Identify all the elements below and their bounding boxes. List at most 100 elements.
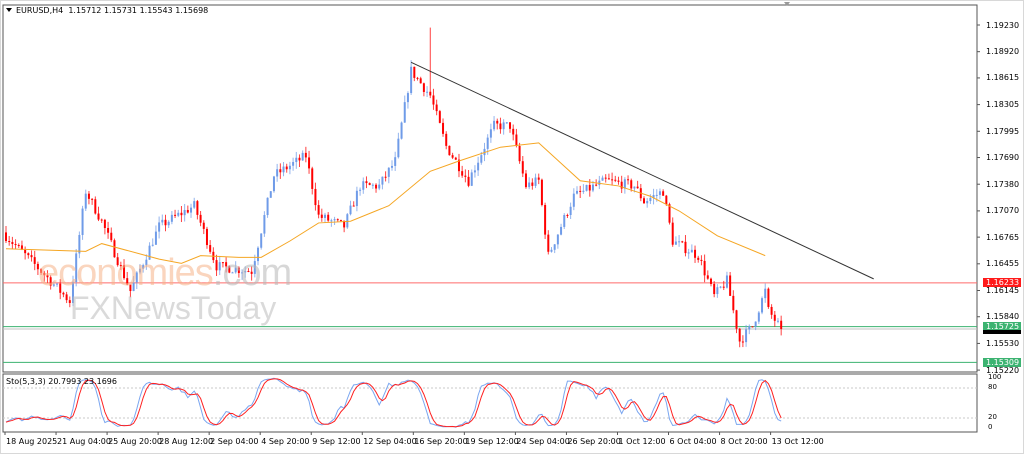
candle-body <box>8 241 11 243</box>
candle-body <box>611 179 614 181</box>
candle-body <box>438 111 441 123</box>
candle-body <box>126 278 129 285</box>
price-axis-label: 1.15840 <box>986 312 1020 322</box>
candle-body <box>330 220 333 222</box>
candle-body <box>665 195 668 205</box>
candle-body <box>378 184 381 189</box>
candle-body <box>257 247 260 262</box>
main-plot-area <box>2 4 978 373</box>
candle-body <box>422 83 425 92</box>
candle-body <box>202 222 205 229</box>
candle-body <box>228 266 231 273</box>
candle-body <box>237 267 240 274</box>
candle-body <box>480 155 483 163</box>
time-axis-label: 25 Aug 20:00 <box>108 437 163 446</box>
candle-body <box>617 180 620 182</box>
candle-body <box>595 184 598 186</box>
candle-body <box>738 328 741 342</box>
candle-body <box>324 214 326 218</box>
candle-body <box>346 214 349 228</box>
candle-body <box>509 122 512 129</box>
candle-body <box>713 283 716 295</box>
candle-body <box>741 341 744 343</box>
candle-body <box>553 244 556 250</box>
candle-body <box>320 214 323 218</box>
watermark-text-com: .com <box>212 252 292 294</box>
candle-body <box>390 165 393 168</box>
candle-body <box>678 241 681 243</box>
candle-body <box>406 93 409 103</box>
candle-body <box>416 77 419 79</box>
candle-body <box>87 193 90 199</box>
candle-body <box>381 176 384 185</box>
dropdown-triangle-icon[interactable] <box>6 8 12 12</box>
candle-body <box>221 262 224 264</box>
candle-body <box>138 268 141 273</box>
price-axis-label: 1.17380 <box>986 179 1020 189</box>
candle-body <box>27 253 30 256</box>
candle-body <box>410 66 413 94</box>
time-axis-label: 12 Sep 04:00 <box>363 437 417 446</box>
candle-body <box>477 162 480 171</box>
price-axis-label: 1.18920 <box>986 47 1020 57</box>
candle-body <box>285 166 288 170</box>
candle-body <box>623 179 626 189</box>
candle-body <box>703 260 706 276</box>
candle-body <box>620 181 623 189</box>
candle-body <box>308 157 311 169</box>
candle-body <box>196 201 199 215</box>
candle-body <box>234 267 237 273</box>
candle-body <box>694 249 697 258</box>
candle-body <box>33 257 36 264</box>
candle-body <box>400 122 403 139</box>
candle-body <box>776 320 779 322</box>
candle-body <box>75 253 78 282</box>
candle-body <box>751 326 754 328</box>
price-axis-label: 1.15530 <box>986 338 1020 348</box>
candle-body <box>674 241 677 245</box>
candle-body <box>100 219 103 221</box>
candle-body <box>496 120 499 124</box>
watermark-text: economies <box>38 252 214 294</box>
candle-body <box>732 295 735 311</box>
candle-body <box>646 201 649 204</box>
candle-body <box>225 262 228 267</box>
candle-body <box>132 282 135 292</box>
price-axis-label: 1.16145 <box>986 285 1020 295</box>
candle-body <box>607 178 610 180</box>
candle-body <box>14 244 17 246</box>
candle-body <box>722 286 725 288</box>
candle-body <box>215 260 218 271</box>
candle-body <box>352 205 355 207</box>
candle-body <box>282 166 285 173</box>
candle-body <box>531 182 534 186</box>
candle-body <box>767 288 770 307</box>
candle-body <box>582 190 585 192</box>
time-axis-label: 13 Oct 12:00 <box>771 437 824 446</box>
candle-body <box>339 219 342 221</box>
candle-body <box>174 214 177 216</box>
stochastic-axis-label: 0 <box>988 423 993 431</box>
price-axis-label: 1.18615 <box>986 73 1020 83</box>
candle-body <box>528 182 531 188</box>
candle-body <box>20 245 23 250</box>
candle-body <box>524 173 527 188</box>
candle-body <box>770 306 773 315</box>
price-axis-label: 1.17995 <box>986 126 1020 136</box>
candle-body <box>505 122 508 124</box>
candle-body <box>745 329 748 343</box>
candle-body <box>457 159 460 172</box>
price-axis-label: 1.16455 <box>986 259 1020 269</box>
candle-body <box>432 95 435 105</box>
candle-body <box>576 190 579 194</box>
candle-body <box>317 205 320 215</box>
candle-body <box>636 186 639 189</box>
candle-body <box>384 176 387 178</box>
candle-body <box>327 214 330 221</box>
candle-body <box>499 123 502 130</box>
candle-body <box>177 212 180 216</box>
candle-body <box>193 201 196 208</box>
candle-body <box>668 204 671 223</box>
time-axis-label: 26 Sep 20:00 <box>567 437 621 446</box>
